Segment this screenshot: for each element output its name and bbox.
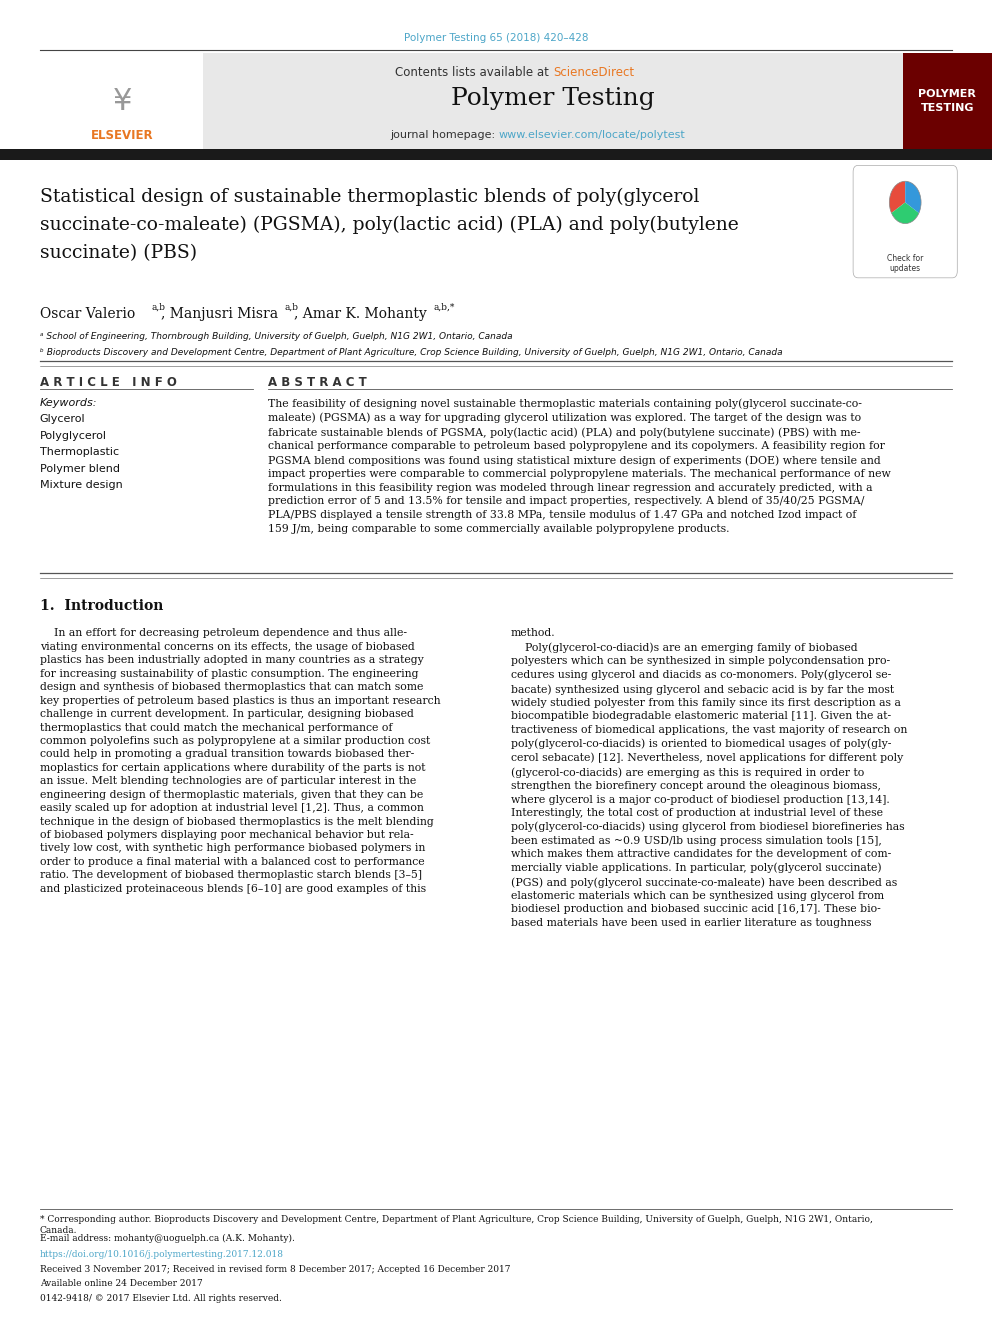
Text: , Manjusri Misra: , Manjusri Misra <box>161 307 278 321</box>
Wedge shape <box>892 202 919 224</box>
Text: ScienceDirect: ScienceDirect <box>554 66 634 79</box>
Text: Statistical design of sustainable thermoplastic blends of poly(glycerol
succinat: Statistical design of sustainable thermo… <box>40 188 738 262</box>
Text: 0142-9418/ © 2017 Elsevier Ltd. All rights reserved.: 0142-9418/ © 2017 Elsevier Ltd. All righ… <box>40 1294 282 1303</box>
Text: Contents lists available at: Contents lists available at <box>396 66 554 79</box>
Text: www.elsevier.com/locate/polytest: www.elsevier.com/locate/polytest <box>498 130 685 140</box>
Text: In an effort for decreasing petroleum dependence and thus alle-
viating environm: In an effort for decreasing petroleum de… <box>40 628 440 894</box>
Wedge shape <box>889 181 905 213</box>
Text: Polyglycerol: Polyglycerol <box>40 430 107 441</box>
Text: ᵇ Bioproducts Discovery and Development Centre, Department of Plant Agriculture,: ᵇ Bioproducts Discovery and Development … <box>40 348 783 357</box>
Text: ¥: ¥ <box>112 87 132 116</box>
Text: Polymer Testing 65 (2018) 420–428: Polymer Testing 65 (2018) 420–428 <box>404 33 588 44</box>
Text: method.
    Poly(glycerol-co-diacid)s are an emerging family of biobased
polyest: method. Poly(glycerol-co-diacid)s are an… <box>511 628 908 927</box>
Text: Received 3 November 2017; Received in revised form 8 December 2017; Accepted 16 : Received 3 November 2017; Received in re… <box>40 1265 510 1274</box>
Text: a,b,*: a,b,* <box>434 303 455 312</box>
Text: Check for
updates: Check for updates <box>887 254 924 274</box>
Text: Mixture design: Mixture design <box>40 480 122 491</box>
Text: Keywords:: Keywords: <box>40 398 97 409</box>
Text: journal homepage:: journal homepage: <box>390 130 498 140</box>
Text: Thermoplastic: Thermoplastic <box>40 447 119 458</box>
Text: E-mail address: mohanty@uoguelph.ca (A.K. Mohanty).: E-mail address: mohanty@uoguelph.ca (A.K… <box>40 1234 295 1244</box>
Text: POLYMER
TESTING: POLYMER TESTING <box>919 89 976 114</box>
Bar <box>903 53 992 149</box>
Text: A B S T R A C T: A B S T R A C T <box>268 376 367 389</box>
Text: , Amar K. Mohanty: , Amar K. Mohanty <box>294 307 427 321</box>
Text: The feasibility of designing novel sustainable thermoplastic materials containin: The feasibility of designing novel susta… <box>268 398 891 533</box>
Text: Available online 24 December 2017: Available online 24 December 2017 <box>40 1279 202 1289</box>
Bar <box>40 53 903 149</box>
Text: A R T I C L E   I N F O: A R T I C L E I N F O <box>40 376 177 389</box>
Text: a,b: a,b <box>285 303 299 312</box>
Bar <box>0 149 992 160</box>
Text: * Corresponding author. Bioproducts Discovery and Development Centre, Department: * Corresponding author. Bioproducts Disc… <box>40 1215 873 1234</box>
Bar <box>40 53 203 149</box>
Text: 1.  Introduction: 1. Introduction <box>40 599 163 614</box>
Text: https://doi.org/10.1016/j.polymertesting.2017.12.018: https://doi.org/10.1016/j.polymertesting… <box>40 1250 284 1259</box>
Text: ᵃ School of Engineering, Thornbrough Building, University of Guelph, Guelph, N1G: ᵃ School of Engineering, Thornbrough Bui… <box>40 332 512 341</box>
Text: ELSEVIER: ELSEVIER <box>90 128 154 142</box>
FancyBboxPatch shape <box>853 165 957 278</box>
Text: a,b: a,b <box>152 303 166 312</box>
Text: Polymer blend: Polymer blend <box>40 463 120 474</box>
Text: Glycerol: Glycerol <box>40 414 85 425</box>
Text: Polymer Testing: Polymer Testing <box>451 87 655 110</box>
Wedge shape <box>905 181 921 213</box>
Text: Oscar Valerio: Oscar Valerio <box>40 307 135 321</box>
